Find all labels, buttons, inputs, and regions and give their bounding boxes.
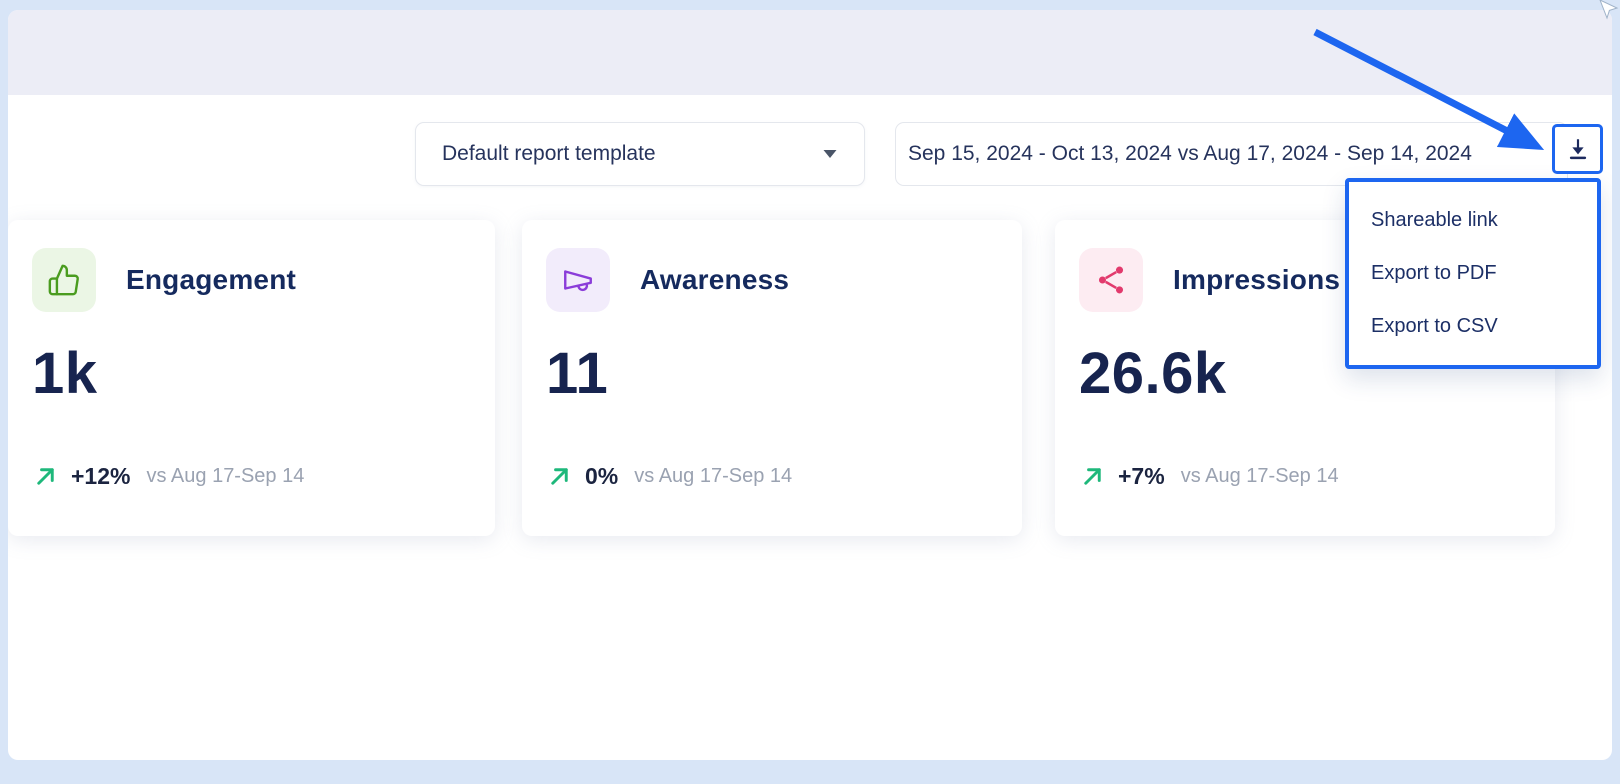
card-change: +12%	[71, 463, 131, 489]
download-button[interactable]	[1552, 124, 1603, 174]
date-range-picker[interactable]: Sep 15, 2024 - Oct 13, 2024 vs Aug 17, 2…	[895, 122, 1568, 186]
card-comparison: vs Aug 17-Sep 14	[146, 465, 305, 487]
card-head: Impressions	[1079, 248, 1531, 312]
card-value: 26.6k	[1079, 341, 1227, 406]
card-footer: +12% vs Aug 17-Sep 14	[32, 463, 471, 490]
megaphone-icon	[546, 248, 610, 312]
menu-item-label: Export to PDF	[1371, 262, 1497, 284]
metric-card-engagement: Engagement 1k +12% vs Aug 17-Sep 14	[8, 220, 495, 536]
card-comparison: vs Aug 17-Sep 14	[1180, 465, 1339, 487]
card-change: +7%	[1118, 463, 1165, 489]
metric-cards-row: Engagement 1k +12% vs Aug 17-Sep 14	[8, 220, 1612, 536]
app-header	[8, 10, 1612, 95]
app-window: Default report template Sep 15, 2024 - O…	[8, 10, 1612, 760]
download-icon	[1565, 136, 1591, 162]
card-head: Awareness	[546, 248, 998, 312]
report-template-value: Default report template	[442, 142, 656, 165]
menu-item-label: Export to CSV	[1371, 315, 1498, 337]
card-footer: 0% vs Aug 17-Sep 14	[546, 463, 998, 490]
trend-up-icon	[546, 463, 573, 490]
card-title: Impressions	[1173, 264, 1341, 295]
card-title: Engagement	[126, 264, 297, 295]
menu-item-shareable-link[interactable]: Shareable link	[1349, 194, 1597, 247]
report-template-select[interactable]: Default report template	[415, 122, 865, 186]
chevron-down-icon	[822, 149, 838, 159]
metric-card-awareness: Awareness 11 0% vs Aug 17-Sep 14	[522, 220, 1022, 536]
card-change: 0%	[585, 463, 619, 489]
share-nodes-icon	[1079, 248, 1143, 312]
menu-item-label: Shareable link	[1371, 209, 1498, 231]
date-range-value: Sep 15, 2024 - Oct 13, 2024 vs Aug 17, 2…	[908, 142, 1472, 165]
trend-up-icon	[1079, 463, 1106, 490]
trend-up-icon	[32, 463, 59, 490]
card-value: 11	[546, 341, 609, 406]
card-value: 1k	[32, 341, 98, 406]
card-head: Engagement	[32, 248, 471, 312]
menu-item-export-pdf[interactable]: Export to PDF	[1349, 247, 1597, 300]
thumbs-up-icon	[32, 248, 96, 312]
card-footer: +7% vs Aug 17-Sep 14	[1079, 463, 1531, 490]
card-comparison: vs Aug 17-Sep 14	[634, 465, 793, 487]
menu-item-export-csv[interactable]: Export to CSV	[1349, 300, 1597, 353]
card-title: Awareness	[640, 264, 790, 295]
export-menu: Shareable link Export to PDF Export to C…	[1345, 178, 1601, 369]
